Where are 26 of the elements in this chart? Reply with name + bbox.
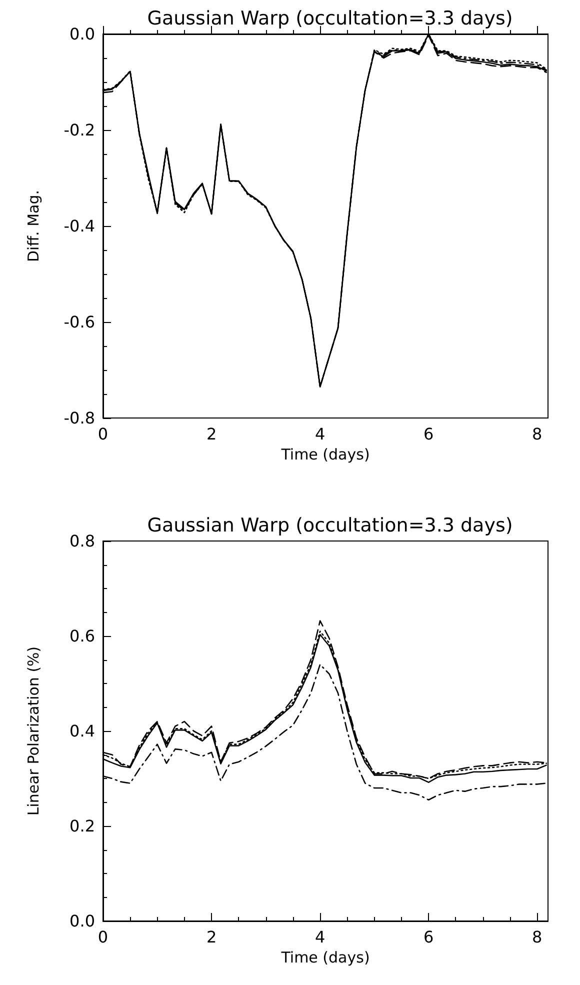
y-tick-label: -0.6: [64, 312, 95, 332]
x-tick-label: 8: [532, 928, 542, 946]
x-tick-label: 4: [314, 424, 326, 444]
y-tick-label: 0.0: [70, 912, 95, 930]
x-axis-title: Time (days): [280, 445, 370, 464]
y-axis-title: Diff. Mag.: [24, 190, 42, 262]
chart-title: Gaussian Warp (occultation=3.3 days): [147, 8, 513, 30]
x-tick-label: 8: [532, 424, 542, 444]
y-tick-label: -0.4: [64, 216, 95, 236]
x-tick-label: 0: [98, 424, 108, 444]
y-tick-label: 0.0: [70, 24, 95, 44]
x-tick-label: 0: [98, 928, 108, 946]
y-tick-label: 0.8: [70, 532, 95, 550]
y-tick-label: -0.8: [64, 408, 95, 428]
x-tick-label: 2: [206, 928, 217, 946]
chart-title: Gaussian Warp (occultation=3.3 days): [147, 514, 513, 536]
x-tick-label: 2: [206, 424, 217, 444]
x-tick-label: 6: [424, 424, 434, 444]
y-axis-title: Linear Polarization (%): [24, 646, 42, 816]
x-axis-title: Time (days): [280, 948, 370, 966]
y-tick-label: -0.2: [64, 120, 95, 140]
y-tick-label: 0.2: [70, 816, 95, 836]
y-tick-label: 0.6: [70, 626, 95, 646]
x-tick-label: 6: [424, 928, 434, 946]
x-tick-label: 4: [314, 928, 326, 946]
y-tick-label: 0.4: [70, 722, 95, 740]
